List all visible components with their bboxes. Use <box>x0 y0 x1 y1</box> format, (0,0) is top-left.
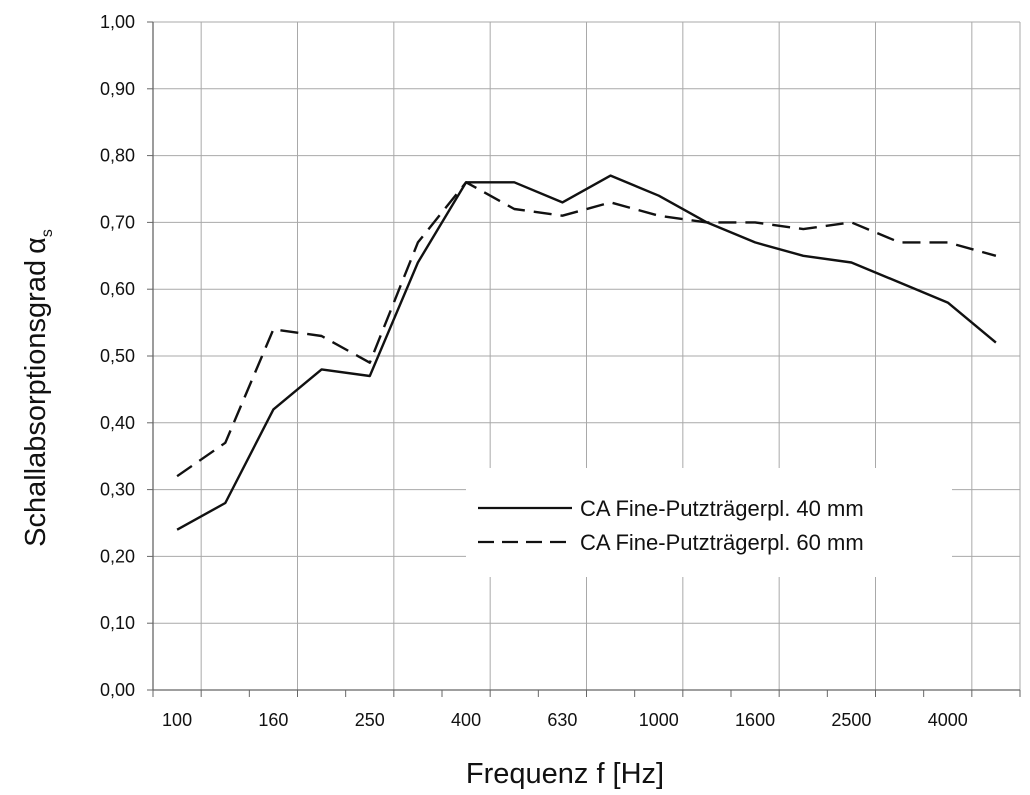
y-tick-label: 0,20 <box>100 546 135 566</box>
y-axis-title: Schallabsorptionsgrad αs <box>20 229 56 547</box>
y-axis-title-text: Schallabsorptionsgrad <box>20 260 52 547</box>
x-tick-labels: 100 160 250 400 630 1000 1600 2500 4000 <box>162 710 968 730</box>
legend: CA Fine-Putzträgerpl. 40 mm CA Fine-Putz… <box>466 468 952 577</box>
y-tick-label: 0,30 <box>100 480 135 500</box>
y-tick-label: 0,00 <box>100 680 135 700</box>
x-axis-title: Frequenz f [Hz] <box>466 758 664 790</box>
y-tick-label: 0,70 <box>100 212 135 232</box>
legend-label-60mm: CA Fine-Putzträgerpl. 60 mm <box>580 530 864 555</box>
y-tick-label: 0,80 <box>100 146 135 166</box>
y-axis-title-symbol: α <box>20 237 52 254</box>
x-tick-label: 400 <box>451 710 481 730</box>
y-tick-labels: 0,00 0,10 0,20 0,30 0,40 0,50 0,60 0,70 0,80 0,90… <box>100 12 135 700</box>
axes <box>147 22 1020 697</box>
x-tick-label: 630 <box>547 710 577 730</box>
x-tick-label: 1600 <box>735 710 775 730</box>
x-tick-label: 4000 <box>928 710 968 730</box>
y-tick-label: 0,50 <box>100 346 135 366</box>
y-tick-label: 0,10 <box>100 613 135 633</box>
y-tick-label: 0,40 <box>100 413 135 433</box>
x-tick-label: 2500 <box>831 710 871 730</box>
x-tick-label: 100 <box>162 710 192 730</box>
legend-label-40mm: CA Fine-Putzträgerpl. 40 mm <box>580 496 864 521</box>
y-axis-title-subscript: s <box>39 229 56 237</box>
x-tick-label: 160 <box>258 710 288 730</box>
x-tick-label: 250 <box>355 710 385 730</box>
y-tick-label: 0,90 <box>100 79 135 99</box>
y-tick-label: 0,60 <box>100 279 135 299</box>
x-tick-label: 1000 <box>639 710 679 730</box>
grid <box>153 22 1020 690</box>
y-tick-label: 1,00 <box>100 12 135 32</box>
legend-box <box>466 468 952 577</box>
